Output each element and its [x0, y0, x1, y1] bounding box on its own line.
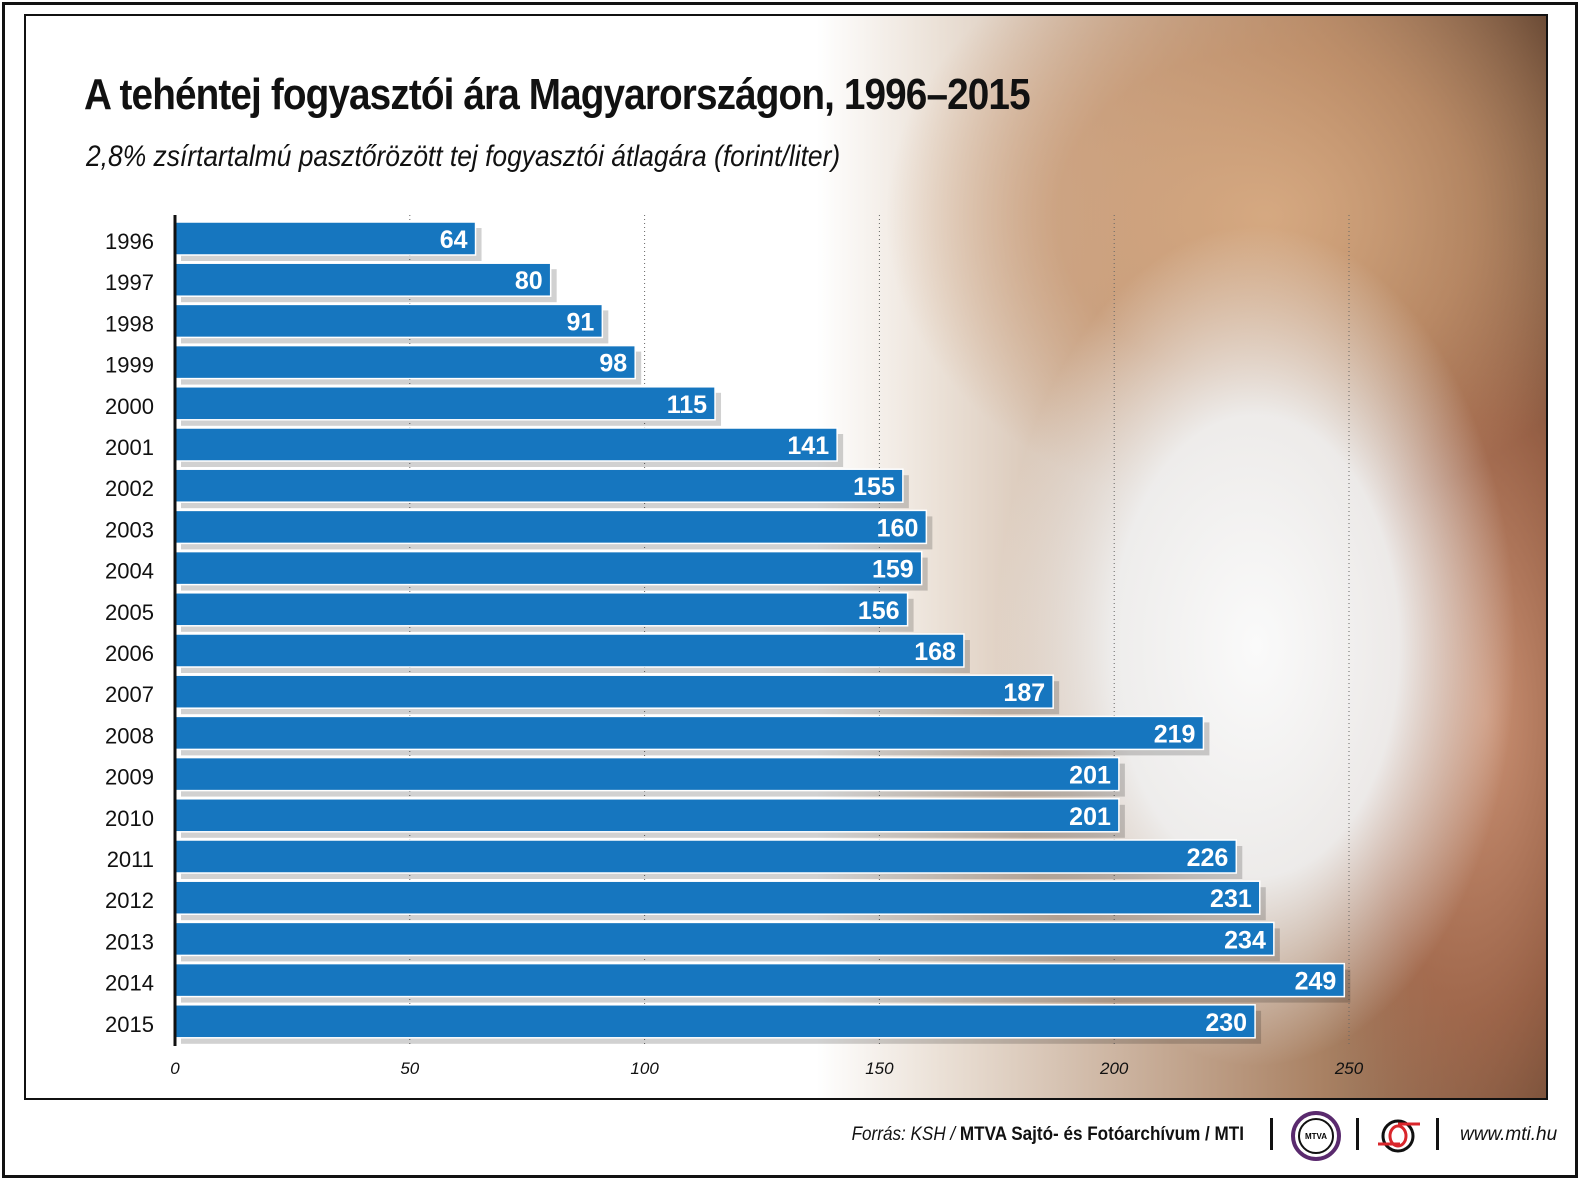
- x-tick-label: 200: [1099, 1059, 1129, 1078]
- bar-value-label: 155: [853, 473, 895, 501]
- bar: [174, 592, 909, 627]
- chart-subtitle: 2,8% zsírtartalmú pasztőrözött tej fogya…: [86, 140, 841, 173]
- x-tick-label: 50: [400, 1059, 419, 1078]
- bar-value-label: 201: [1069, 762, 1111, 790]
- bar: [174, 839, 1238, 874]
- bar-value-label: 159: [872, 556, 914, 584]
- mtva-logo-text: MTVA: [1305, 1132, 1327, 1141]
- y-category-label: 2014: [105, 971, 154, 996]
- y-category-label: 1997: [105, 270, 154, 295]
- bar-value-label: 187: [1003, 679, 1045, 707]
- bar-value-label: 168: [914, 638, 956, 666]
- bar-value-label: 141: [787, 432, 829, 460]
- divider: [1270, 1118, 1273, 1150]
- bar-value-label: 201: [1069, 803, 1111, 831]
- y-category-label: 1996: [105, 229, 154, 254]
- bar: [174, 386, 716, 421]
- y-category-label: 2006: [105, 641, 154, 666]
- bar: [174, 715, 1205, 751]
- bar: [174, 756, 1120, 792]
- bar-value-label: 160: [877, 514, 919, 542]
- website-link[interactable]: www.mti.hu: [1460, 1124, 1558, 1145]
- bar-value-label: 156: [858, 597, 900, 625]
- y-category-label: 2007: [105, 682, 154, 707]
- y-category-label: 2005: [105, 600, 154, 625]
- x-tick-label: 0: [170, 1059, 180, 1078]
- y-category-label: 2011: [107, 847, 154, 872]
- bar-value-label: 226: [1187, 844, 1229, 872]
- y-category-label: 2009: [105, 765, 154, 790]
- mtva-logo-icon: MTVA: [1291, 1111, 1341, 1161]
- bar: [174, 221, 477, 256]
- bar-value-label: 64: [440, 226, 468, 254]
- x-tick-label: 150: [865, 1059, 894, 1078]
- y-category-label: 2013: [105, 929, 154, 954]
- x-tick-label: 250: [1334, 1059, 1364, 1078]
- bar: [174, 962, 1346, 998]
- y-category-label: 2004: [105, 559, 154, 584]
- bar: [174, 633, 965, 668]
- divider: [1356, 1118, 1359, 1150]
- source-main: MTVA Sajtó- és Fotóarchívum / MTI: [959, 1124, 1244, 1145]
- bar: [174, 468, 904, 503]
- y-category-label: 2008: [105, 723, 154, 748]
- bar: [174, 674, 1054, 709]
- y-category-label: 1999: [105, 353, 154, 378]
- bar-value-label: 234: [1224, 926, 1266, 954]
- y-category-label: 2003: [105, 517, 154, 542]
- bar-value-label: 231: [1210, 885, 1252, 913]
- bar: [174, 921, 1275, 957]
- bar-value-label: 115: [667, 391, 707, 419]
- y-category-label: 2000: [105, 394, 154, 419]
- x-tick-label: 100: [630, 1059, 659, 1078]
- bar: [174, 262, 552, 297]
- bar: [174, 303, 604, 339]
- bar-value-label: 230: [1205, 1009, 1247, 1037]
- y-category-label: 2002: [105, 476, 154, 501]
- divider: [1436, 1118, 1439, 1150]
- bar-value-label: 80: [515, 267, 543, 295]
- source-prefix: Forrás: KSH /: [851, 1124, 956, 1145]
- bar-value-label: 249: [1295, 968, 1337, 996]
- chart-title: A tehéntej fogyasztói ára Magyarországon…: [84, 70, 1031, 119]
- y-category-label: 1998: [105, 311, 154, 336]
- mti-logo-icon: [1378, 1119, 1420, 1153]
- bar: [174, 344, 636, 380]
- bar: [174, 509, 928, 545]
- footer: Forrás: KSH / MTVA Sajtó- és Fotóarchívu…: [0, 1111, 1584, 1161]
- y-category-label: 2010: [105, 806, 154, 831]
- bar: [174, 798, 1120, 833]
- y-category-label: 2012: [105, 888, 154, 913]
- y-category-label: 2001: [105, 435, 154, 460]
- bar-value-label: 98: [599, 350, 627, 378]
- bar-value-label: 91: [567, 308, 595, 336]
- bar: [174, 427, 838, 462]
- source-credit: Forrás: KSH / MTVA Sajtó- és Fotóarchívu…: [852, 1124, 1244, 1146]
- bar: [174, 880, 1261, 915]
- bar-value-label: 219: [1154, 720, 1196, 748]
- y-category-label: 2015: [105, 1012, 154, 1037]
- bar: [174, 550, 923, 586]
- bar: [174, 1004, 1256, 1039]
